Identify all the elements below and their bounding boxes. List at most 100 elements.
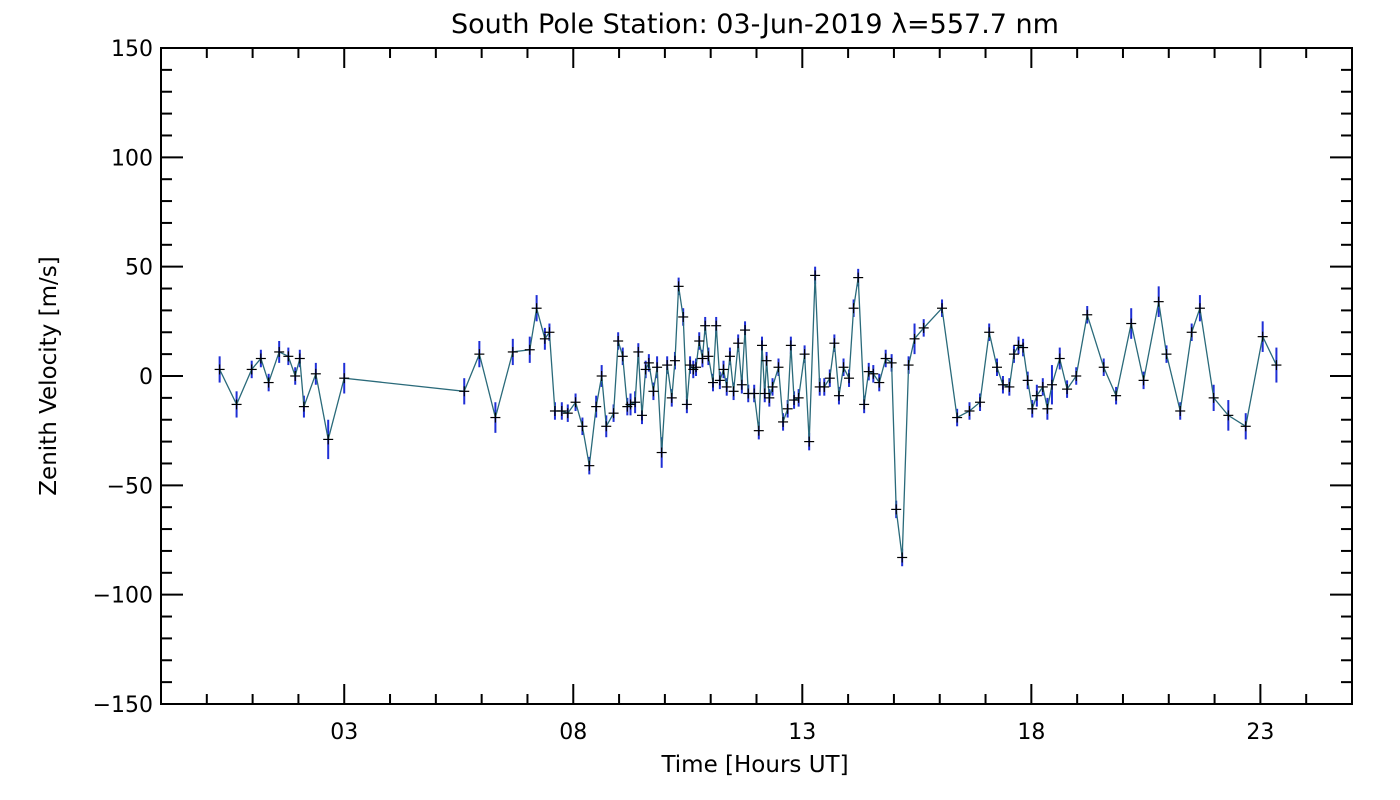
data-point-marker (640, 364, 651, 375)
data-point-marker (666, 392, 677, 403)
data-point-marker (714, 375, 725, 386)
data-point-marker (1022, 375, 1033, 386)
data-point-marker (909, 333, 920, 344)
data-point-marker (721, 381, 732, 392)
data-point-marker (507, 346, 518, 357)
data-point-marker (991, 362, 1002, 373)
data-point-marker (591, 401, 602, 412)
data-point-marker (753, 425, 764, 436)
data-point-marker (652, 362, 663, 373)
data-point-marker (298, 401, 309, 412)
data-point-marker (1186, 327, 1197, 338)
data-point-marker (718, 364, 729, 375)
data-point-marker (1111, 390, 1122, 401)
data-point-marker (617, 351, 628, 362)
x-axis-label: Time [Hours UT] (660, 752, 848, 778)
data-point-marker (263, 377, 274, 388)
data-point-marker (984, 327, 995, 338)
data-point-marker (630, 397, 641, 408)
data-point-marker (833, 390, 844, 401)
plot-frame (160, 47, 1353, 705)
y-tick-labels: −150 −100 −50 0 50 100 150 (93, 37, 153, 718)
data-point-marker (848, 303, 859, 314)
data-point-marker (736, 379, 747, 390)
data-point-marker (859, 399, 870, 410)
data-point-marker (246, 364, 257, 375)
data-point-marker (1031, 390, 1042, 401)
data-point-marker (562, 408, 573, 419)
data-point-marker (874, 377, 885, 388)
y-tick-label: −150 (93, 693, 153, 718)
data-point-marker (1046, 379, 1057, 390)
data-point-marker (570, 397, 581, 408)
x-tick-label: 08 (559, 720, 587, 745)
y-tick-label: 50 (125, 256, 153, 281)
data-point-marker (231, 399, 242, 410)
data-point-marker (544, 327, 555, 338)
series-line-zenith-velocity (219, 275, 1277, 558)
data-point-marker (691, 362, 702, 373)
data-markers (214, 270, 1282, 563)
data-point-marker (673, 281, 684, 292)
data-point-marker (531, 303, 542, 314)
data-point-marker (1062, 384, 1073, 395)
data-point-marker (648, 386, 659, 397)
data-point-marker (728, 386, 739, 397)
data-point-marker (643, 357, 654, 368)
data-point-marker (819, 381, 830, 392)
data-point-marker (656, 447, 667, 458)
data-point-marker (711, 320, 722, 331)
data-point-marker (283, 351, 294, 362)
data-point-marker (782, 403, 793, 414)
data-point-marker (897, 552, 908, 563)
data-point-marker (625, 399, 636, 410)
data-point-marker (785, 340, 796, 351)
data-point-marker (903, 360, 914, 371)
data-point-marker (601, 421, 612, 432)
data-point-marker (764, 392, 775, 403)
data-point-marker (937, 303, 948, 314)
data-point-marker (584, 460, 595, 471)
data-point-marker (886, 357, 897, 368)
data-point-marker (678, 311, 689, 322)
axis-ticks (161, 47, 1352, 705)
x-tick-label: 23 (1246, 720, 1274, 745)
data-point-marker (577, 421, 588, 432)
data-point-marker (918, 322, 929, 333)
data-point-marker (891, 504, 902, 515)
data-point-marker (810, 270, 821, 281)
data-point-marker (773, 362, 784, 373)
data-point-marker (1071, 371, 1082, 381)
data-point-marker (459, 386, 470, 397)
data-point-marker (255, 353, 266, 364)
x-tick-label: 03 (330, 720, 358, 745)
data-point-marker (1194, 303, 1205, 314)
data-point-marker (756, 340, 767, 351)
data-point-marker (880, 353, 891, 364)
y-axis-label: Zenith Velocity [m/s] (36, 256, 62, 495)
y-tick-label: −100 (93, 584, 153, 609)
data-point-marker (799, 349, 810, 360)
data-point-marker (1240, 421, 1251, 432)
data-point-marker (844, 373, 855, 384)
data-point-marker (1013, 340, 1024, 351)
y-tick-label: 0 (139, 365, 153, 390)
data-point-marker (274, 346, 285, 357)
data-point-marker (596, 371, 607, 381)
data-point-marker (997, 379, 1008, 390)
data-point-marker (1271, 360, 1282, 371)
data-point-marker (214, 364, 225, 375)
data-point-marker (323, 434, 334, 445)
data-point-marker (703, 351, 714, 362)
data-point-marker (778, 416, 789, 427)
data-point-marker (681, 399, 692, 410)
data-point-marker (1037, 381, 1048, 392)
x-tick-label: 13 (788, 720, 816, 745)
data-point-marker (952, 412, 963, 423)
data-point-marker (740, 325, 751, 336)
data-point-marker (1042, 403, 1053, 414)
data-point-marker (694, 336, 705, 347)
data-point-marker (793, 392, 804, 403)
data-point-marker (556, 405, 567, 416)
data-point-marker (539, 333, 550, 344)
